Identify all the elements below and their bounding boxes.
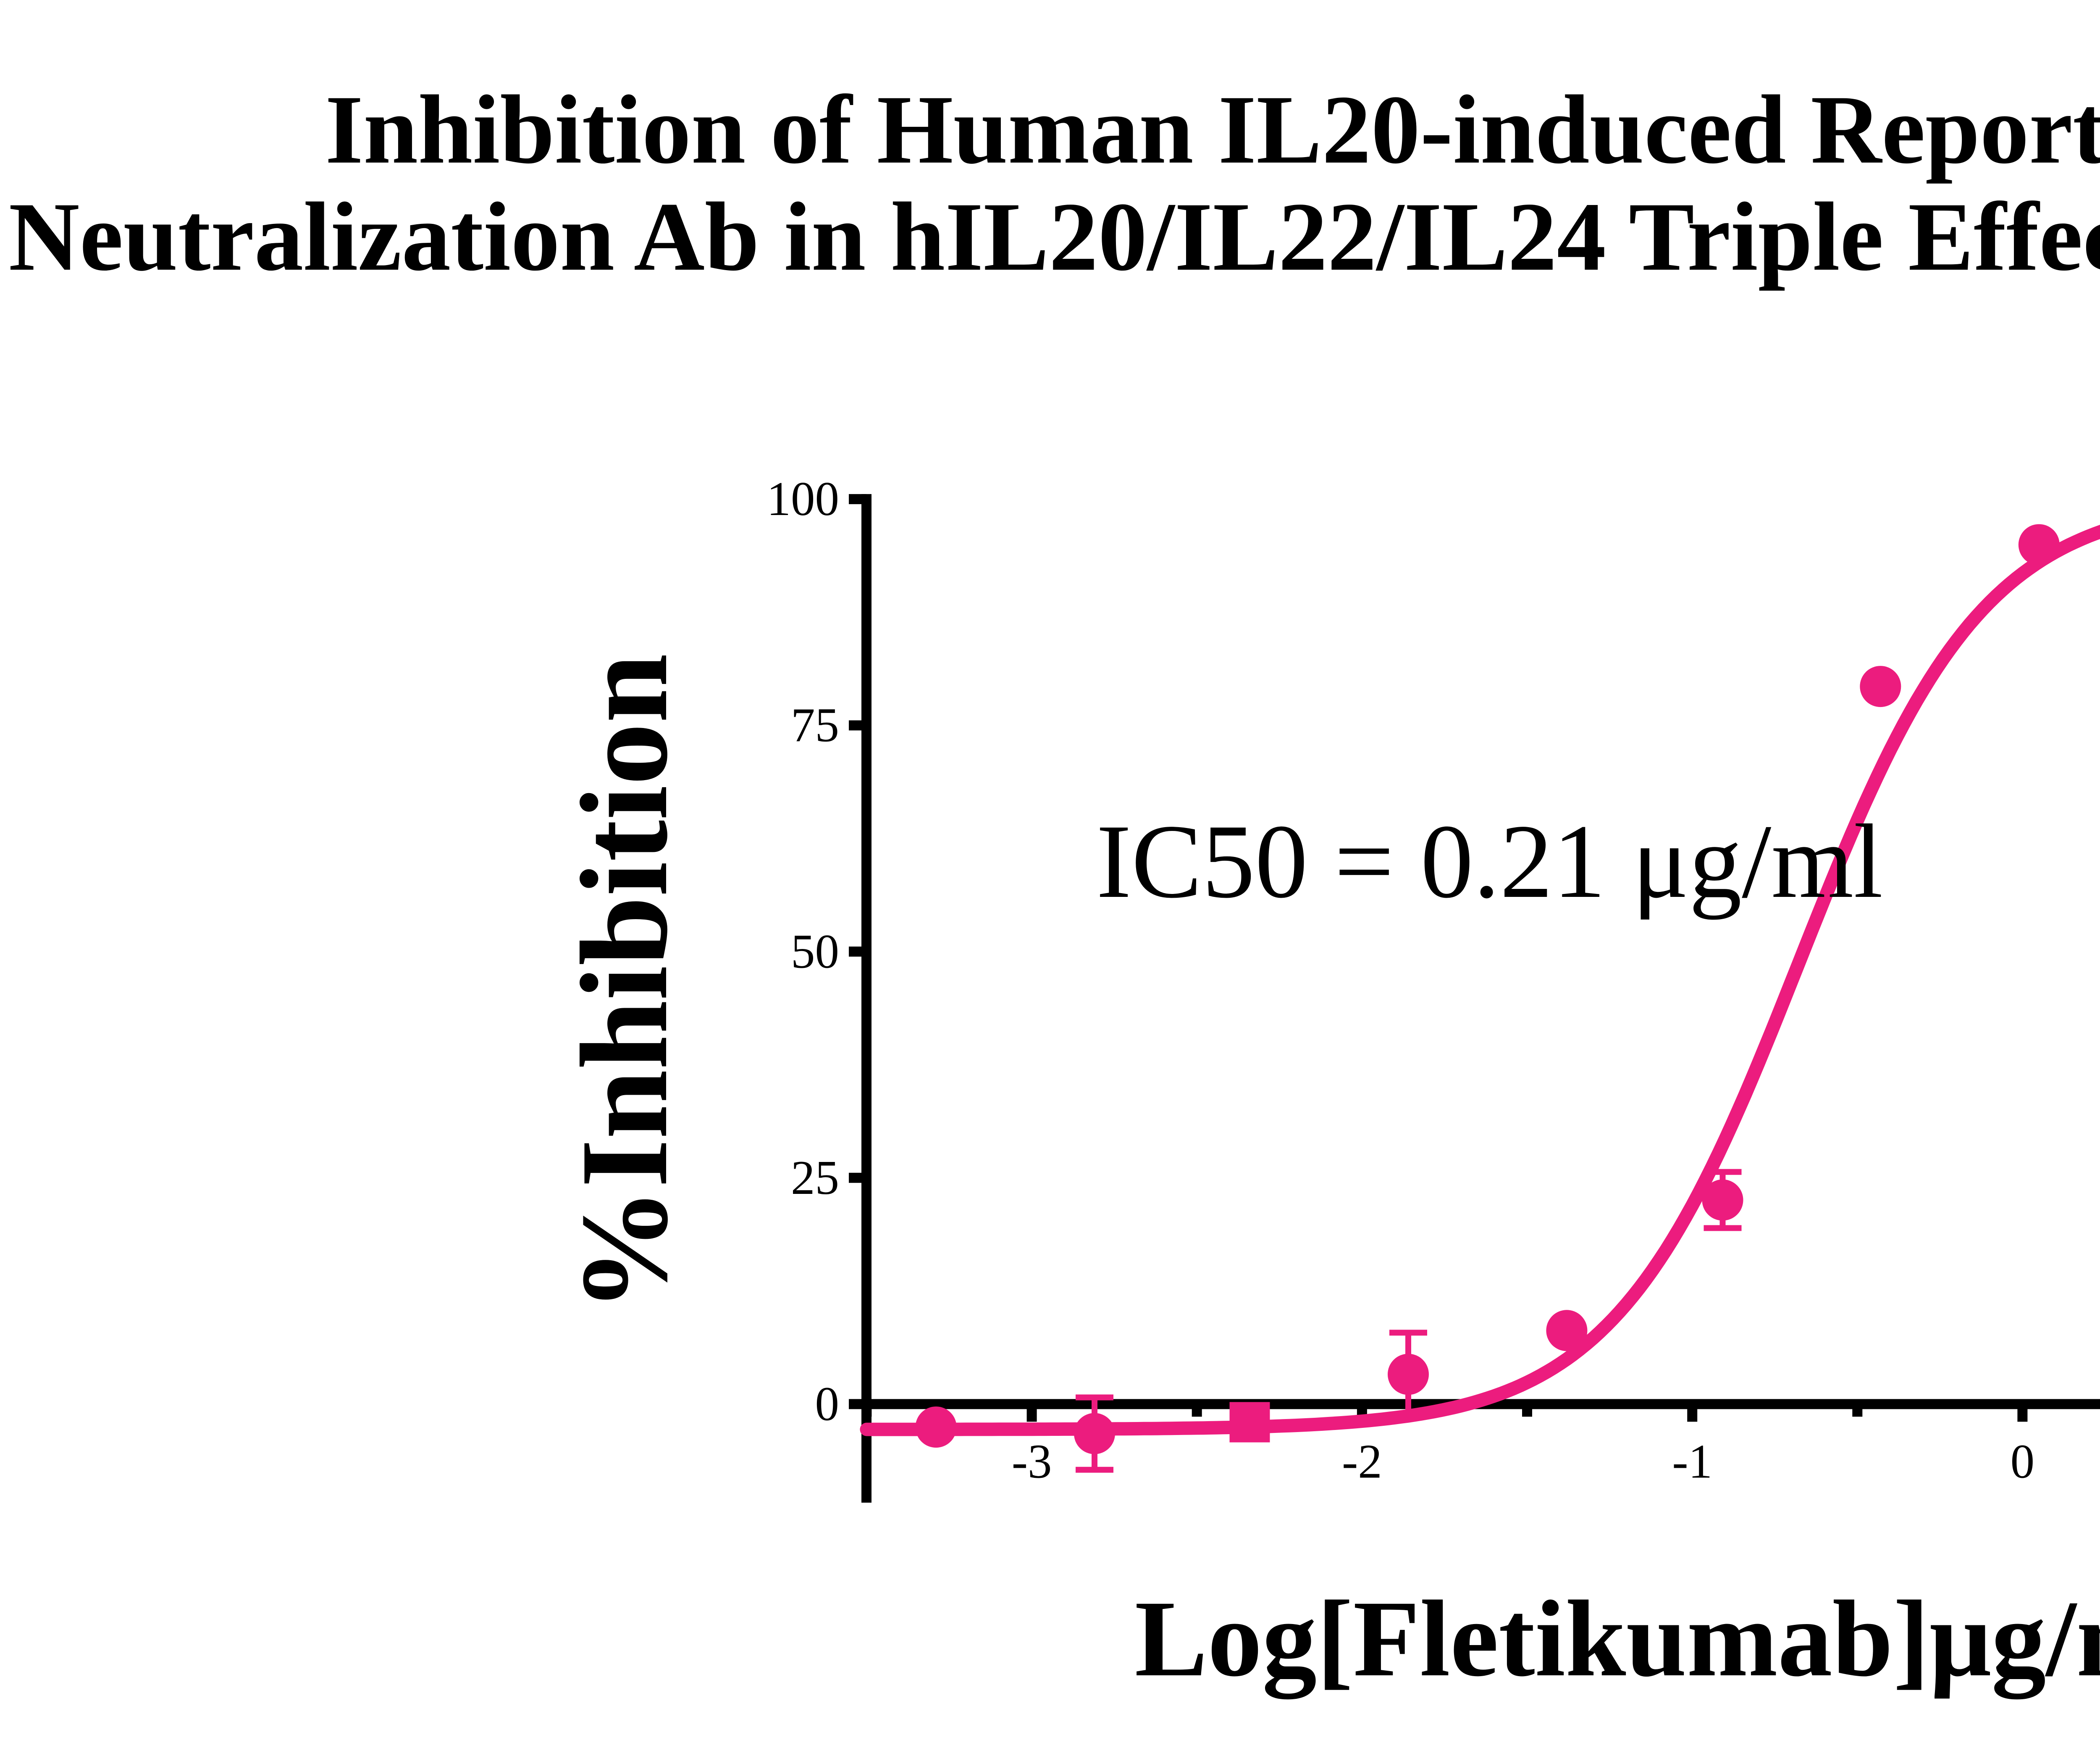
svg-text:-3: -3	[1012, 1435, 1052, 1488]
svg-text:-2: -2	[1342, 1435, 1382, 1488]
svg-text:75: 75	[791, 699, 839, 752]
svg-text:0: 0	[815, 1377, 840, 1430]
svg-text:50: 50	[791, 925, 839, 978]
svg-text:0: 0	[2011, 1435, 2035, 1488]
svg-text:100: 100	[767, 472, 840, 526]
svg-text:25: 25	[791, 1151, 839, 1204]
svg-text:-1: -1	[1672, 1435, 1712, 1488]
